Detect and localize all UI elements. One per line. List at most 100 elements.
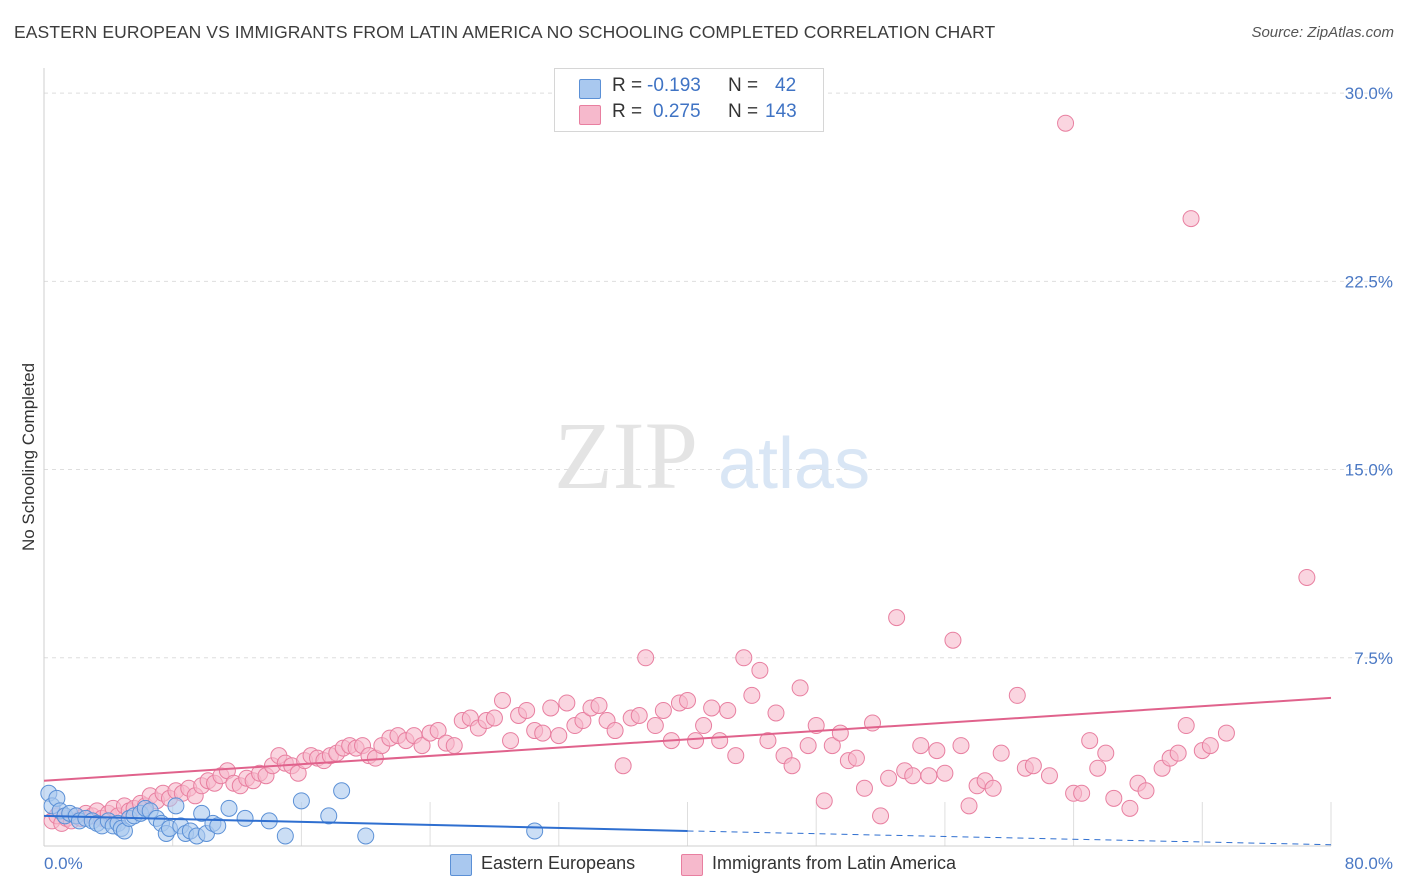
latin-america-point	[1137, 782, 1155, 800]
latin-america-point	[1008, 686, 1026, 704]
y-tick-label: 7.5%	[1354, 649, 1393, 668]
legend-n-label: N =	[728, 75, 759, 96]
eastern-european-point	[276, 827, 294, 845]
latin-america-point	[791, 679, 809, 697]
latin-america-point	[695, 717, 713, 735]
chart-title: EASTERN EUROPEAN VS IMMIGRANTS FROM LATI…	[14, 22, 996, 42]
eastern-european-point	[167, 797, 185, 815]
latin-america-point	[445, 737, 463, 755]
latin-america-point	[590, 696, 608, 714]
y-tick-label: 15.0%	[1345, 461, 1393, 480]
eastern-european-point	[333, 782, 351, 800]
bottom-legend-label: Immigrants from Latin America	[712, 853, 957, 873]
latin-america-point	[767, 704, 785, 722]
legend-swatch-pink	[579, 105, 601, 125]
latin-america-point	[1298, 568, 1316, 586]
latin-america-point	[703, 699, 721, 717]
latin-america-point	[727, 747, 745, 765]
latin-america-point	[1169, 744, 1187, 762]
legend-n-label: N =	[728, 101, 759, 122]
eastern-european-point	[193, 804, 211, 822]
x-tick-label: 0.0%	[44, 854, 83, 873]
latin-america-point	[429, 722, 447, 740]
latin-america-point	[928, 742, 946, 760]
latin-america-point	[654, 701, 672, 719]
eastern-european-point	[220, 799, 238, 817]
latin-america-point	[558, 694, 576, 712]
latin-america-point	[630, 706, 648, 724]
bottom-legend-label: Eastern Europeans	[481, 853, 636, 873]
latin-america-point	[1105, 789, 1123, 807]
latin-america-point	[542, 699, 560, 717]
eastern-european-point	[526, 822, 544, 840]
latin-america-point	[485, 709, 503, 727]
eastern-european-point	[320, 807, 338, 825]
latin-america-point	[855, 779, 873, 797]
latin-america-point	[952, 737, 970, 755]
latin-america-point	[646, 717, 664, 735]
latin-america-point	[912, 737, 930, 755]
latin-america-point	[807, 717, 825, 735]
legend-r-value: -0.193	[647, 75, 701, 96]
bottom-legend-swatch-blue	[450, 854, 472, 876]
eastern-european-trend-line	[43, 814, 688, 832]
watermark-zip: ZIP	[554, 402, 698, 509]
latin-america-point	[743, 686, 761, 704]
latin-america-point	[847, 749, 865, 767]
latin-america-point	[1177, 717, 1195, 735]
eastern-european-trend-extension	[687, 830, 1332, 846]
latin-america-point	[960, 797, 978, 815]
legend-r-label: R =	[612, 101, 643, 122]
chart-source: Source: ZipAtlas.com	[1251, 24, 1394, 41]
eastern-european-point	[357, 827, 375, 845]
latin-america-point	[711, 732, 729, 750]
latin-america-point	[799, 737, 817, 755]
latin-america-trend-line	[43, 696, 1332, 782]
latin-america-point	[1201, 737, 1219, 755]
latin-america-point	[735, 649, 753, 667]
trend-lines	[43, 696, 1332, 846]
eastern-european-point	[209, 817, 227, 835]
latin-america-point	[534, 724, 552, 742]
latin-america-point	[920, 767, 938, 785]
latin-america-point	[904, 767, 922, 785]
latin-america-point	[751, 661, 769, 679]
latin-america-point	[783, 757, 801, 775]
latin-america-point	[1040, 767, 1058, 785]
latin-america-point	[936, 764, 954, 782]
latin-america-point	[1097, 744, 1115, 762]
latin-america-point	[815, 792, 833, 810]
latin-america-point	[1024, 757, 1042, 775]
latin-america-point	[518, 701, 536, 719]
latin-america-point	[574, 712, 592, 730]
correlation-legend: R = -0.193 N = 42 R = 0.275 N = 143	[554, 68, 824, 132]
legend-n-value: 143	[765, 101, 797, 122]
latin-america-point	[1057, 114, 1075, 132]
latin-america-point	[1121, 799, 1139, 817]
latin-america-point	[413, 737, 431, 755]
latin-america-point	[1081, 732, 1099, 750]
latin-america-point	[679, 691, 696, 709]
y-tick-label: 22.5%	[1345, 272, 1393, 291]
legend-r-value: 0.275	[653, 101, 701, 122]
latin-america-point	[550, 727, 568, 745]
latin-america-point	[614, 757, 632, 775]
axes	[43, 68, 1331, 847]
tick-labels: 7.5% 15.0% 22.5% 30.0% 0.0% 80.0%	[44, 84, 1393, 873]
x-tick-label: 80.0%	[1345, 854, 1393, 873]
latin-america-point	[1073, 784, 1091, 802]
latin-america-point	[984, 779, 1002, 797]
latin-america-point	[1089, 759, 1107, 777]
legend-n-value: 42	[775, 75, 797, 96]
latin-america-point	[502, 732, 520, 750]
legend-swatch-blue	[579, 79, 601, 99]
latin-america-point	[637, 649, 655, 667]
latin-america-point	[872, 807, 890, 825]
legend-r-label: R =	[612, 75, 643, 96]
latin-america-point	[606, 722, 624, 740]
watermark-atlas: atlas	[718, 424, 870, 504]
latin-america-point	[823, 737, 841, 755]
latin-america-point	[880, 769, 898, 787]
eastern-european-point	[236, 809, 254, 827]
